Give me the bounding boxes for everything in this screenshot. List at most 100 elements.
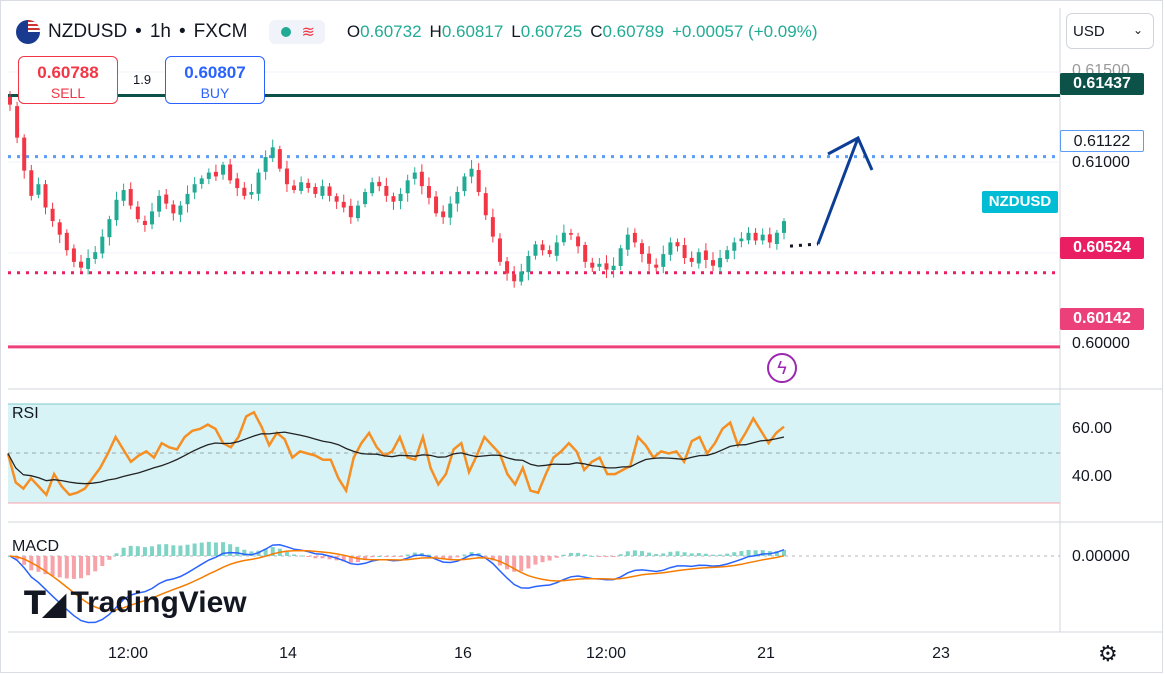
macd-histogram-bar (746, 549, 751, 556)
candle-body (327, 186, 332, 196)
candle-body (604, 263, 609, 270)
candle-body (476, 170, 481, 192)
symbol-header[interactable]: NZDUSD • 1h • FXCM ≋ O0.60732 H0.60817 L… (16, 18, 818, 46)
candle-body (64, 232, 69, 251)
macd-histogram-bar (57, 556, 62, 578)
macd-histogram-bar (206, 541, 211, 556)
buy-button[interactable]: 0.60807 BUY (165, 56, 265, 104)
candle-body (164, 194, 169, 204)
candle-body (583, 244, 588, 262)
macd-histogram-bar (547, 556, 552, 561)
candle-body (128, 189, 133, 206)
macd-tick: 0.00000 (1072, 548, 1130, 565)
currency-select[interactable]: USD ⌄ (1066, 13, 1154, 49)
candle-body (199, 178, 204, 185)
macd-histogram-bar (483, 556, 488, 557)
x-tick: 14 (279, 645, 297, 662)
macd-histogram-bar (405, 554, 410, 556)
symbol-name[interactable]: NZDUSD (48, 21, 128, 42)
macd-histogram-bar (398, 556, 403, 557)
close-value: 0.60789 (602, 22, 664, 41)
candle-body (313, 186, 318, 194)
candle-body (625, 234, 630, 250)
candle-body (426, 185, 431, 198)
macd-histogram-bar (703, 553, 708, 556)
candle-body (739, 238, 744, 242)
candle-body (732, 242, 737, 251)
macd-histogram-bar (540, 556, 545, 563)
candle-body (157, 195, 162, 212)
rsi-label[interactable]: RSI (12, 405, 39, 422)
macd-histogram-bar (512, 556, 517, 572)
candle-body (398, 193, 403, 202)
macd-histogram-bar (391, 556, 396, 557)
candle-body (93, 252, 98, 260)
candle-body (270, 147, 275, 159)
macd-histogram-bar (668, 551, 673, 556)
macd-histogram-bar (568, 552, 573, 556)
macd-label[interactable]: MACD (12, 538, 60, 555)
candle-body (363, 191, 368, 205)
macd-histogram-bar (86, 556, 91, 576)
currency-value: USD (1073, 23, 1105, 40)
macd-histogram-bar (185, 544, 190, 556)
candle-body (505, 261, 510, 274)
macd-histogram-bar (363, 556, 368, 560)
market-status-pill[interactable]: ≋ (269, 20, 325, 44)
candle-body (370, 182, 375, 194)
candle-body (405, 180, 410, 194)
macd-histogram-bar (597, 556, 602, 557)
lightning-icon[interactable]: ϟ (767, 353, 797, 383)
macd-histogram-bar (490, 556, 495, 561)
macd-histogram-bar (36, 556, 41, 572)
candle-body (355, 205, 360, 219)
rsi-band (8, 404, 1060, 503)
candle-body (774, 232, 779, 245)
candle-body (689, 257, 694, 262)
open-value: 0.60732 (360, 22, 422, 41)
sell-button[interactable]: 0.60788 SELL (18, 56, 118, 104)
candle-body (661, 254, 666, 267)
macd-histogram-bar (327, 556, 332, 560)
macd-histogram-bar (306, 556, 311, 557)
macd-histogram-bar (647, 552, 652, 556)
candle-body (235, 178, 240, 189)
settings-gear-icon[interactable]: ⚙ (1098, 641, 1118, 666)
macd-histogram-bar (725, 553, 730, 556)
tradingview-mark-icon: 𝗧◢ (24, 585, 66, 621)
wave-icon: ≋ (301, 24, 315, 41)
macd-histogram-bar (313, 556, 318, 559)
candle-body (391, 196, 396, 202)
x-tick: 23 (932, 645, 950, 662)
price-label-resistance-top: 0.61437 (1060, 73, 1144, 95)
candle-body (100, 236, 105, 254)
candle-body (703, 250, 708, 260)
buy-price: 0.60807 (184, 63, 246, 82)
candle-body (86, 257, 91, 269)
macd-histogram-bar (171, 545, 176, 556)
candle-body (561, 232, 566, 243)
macd-histogram-bar (43, 556, 48, 575)
macd-histogram-bar (760, 550, 765, 556)
macd-histogram-bar (341, 556, 346, 562)
rsi-line (6, 410, 785, 498)
candle-body (50, 208, 55, 222)
candle-body (107, 219, 112, 238)
candle-body (299, 182, 304, 191)
macd-histogram-bar (299, 555, 304, 557)
macd-histogram-bar (611, 556, 616, 557)
rsi-ma-line (7, 431, 785, 485)
exchange: FXCM (193, 21, 248, 42)
macd-histogram-bar (710, 554, 715, 556)
macd-histogram-bar (448, 556, 453, 559)
candle-body (547, 250, 552, 255)
candle-body (263, 157, 268, 172)
macd-histogram-bar (426, 554, 431, 556)
interval[interactable]: 1h (149, 21, 171, 42)
buy-label: BUY (200, 85, 230, 101)
macd-histogram-bar (632, 550, 637, 556)
candle-body (597, 263, 602, 267)
macd-histogram-bar (455, 556, 460, 558)
